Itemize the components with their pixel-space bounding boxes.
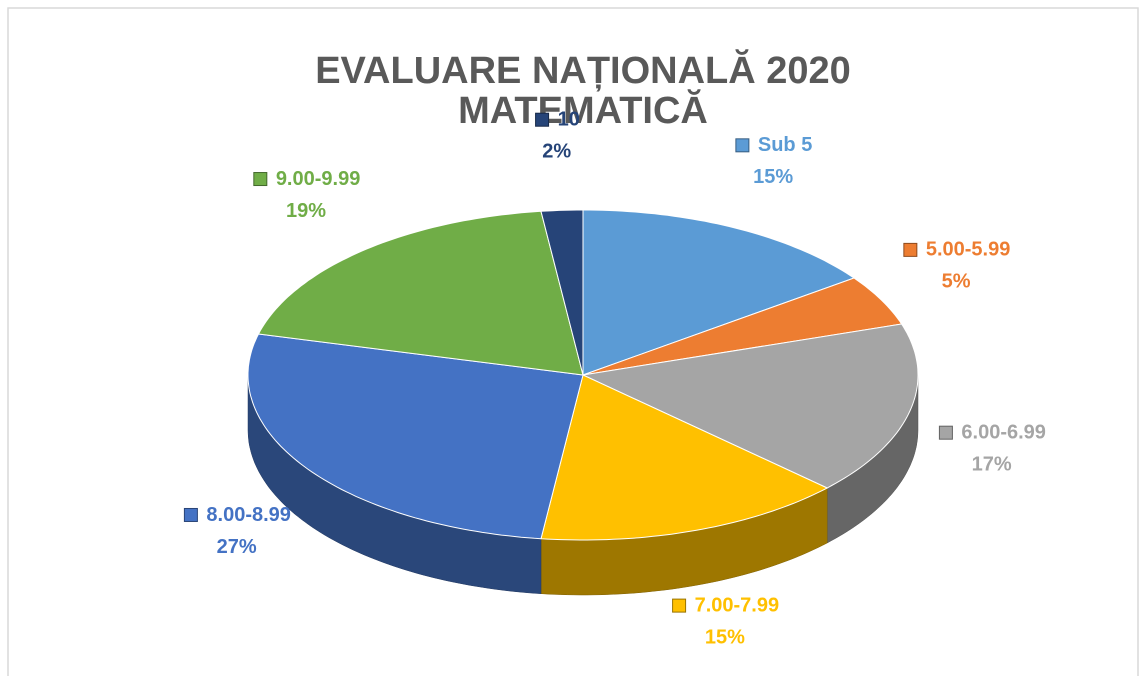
legend-label: Sub 5 bbox=[758, 134, 812, 156]
data-label: 5.00-5.99 5% bbox=[903, 239, 1011, 293]
data-label: 8.00-8.99 27% bbox=[183, 504, 291, 558]
value-label: 5% bbox=[942, 271, 971, 293]
slice bbox=[581, 323, 919, 489]
legend-swatch bbox=[183, 507, 198, 522]
legend-swatch bbox=[672, 598, 687, 613]
value-label: 27% bbox=[217, 536, 257, 558]
value-label: 19% bbox=[286, 200, 326, 222]
slice bbox=[540, 209, 584, 376]
legend-swatch bbox=[938, 425, 953, 440]
data-label: 6.00-6.99 17% bbox=[938, 421, 1046, 475]
legend-label: 5.00-5.99 bbox=[926, 239, 1011, 261]
legend-swatch bbox=[535, 112, 550, 127]
data-label: 9.00-9.99 19% bbox=[253, 168, 361, 222]
legend-swatch bbox=[735, 138, 750, 153]
chart-frame bbox=[7, 7, 1139, 676]
legend-label: 8.00-8.99 bbox=[206, 504, 291, 526]
slice bbox=[582, 209, 856, 376]
value-label: 15% bbox=[753, 166, 793, 188]
slice bbox=[257, 210, 584, 376]
legend-label: 10 bbox=[558, 109, 580, 131]
legend-swatch bbox=[903, 242, 918, 257]
data-label: 102% bbox=[535, 109, 580, 163]
data-label: 7.00-7.99 15% bbox=[672, 594, 780, 648]
chart-title: MATEMATICĂ bbox=[458, 88, 708, 132]
slice bbox=[540, 374, 829, 541]
legend-swatch bbox=[253, 172, 268, 187]
legend-label: 9.00-9.99 bbox=[276, 168, 361, 190]
value-label: 15% bbox=[705, 626, 745, 648]
chart-title: EVALUARE NAȚIONALĂ 2020 bbox=[315, 48, 851, 92]
slice bbox=[582, 277, 903, 376]
data-label: Sub 5 15% bbox=[735, 134, 812, 188]
value-label: 2% bbox=[542, 141, 571, 163]
legend-label: 7.00-7.99 bbox=[695, 594, 780, 616]
slice bbox=[247, 333, 584, 540]
value-label: 17% bbox=[972, 453, 1012, 475]
legend-label: 6.00-6.99 bbox=[961, 421, 1046, 443]
